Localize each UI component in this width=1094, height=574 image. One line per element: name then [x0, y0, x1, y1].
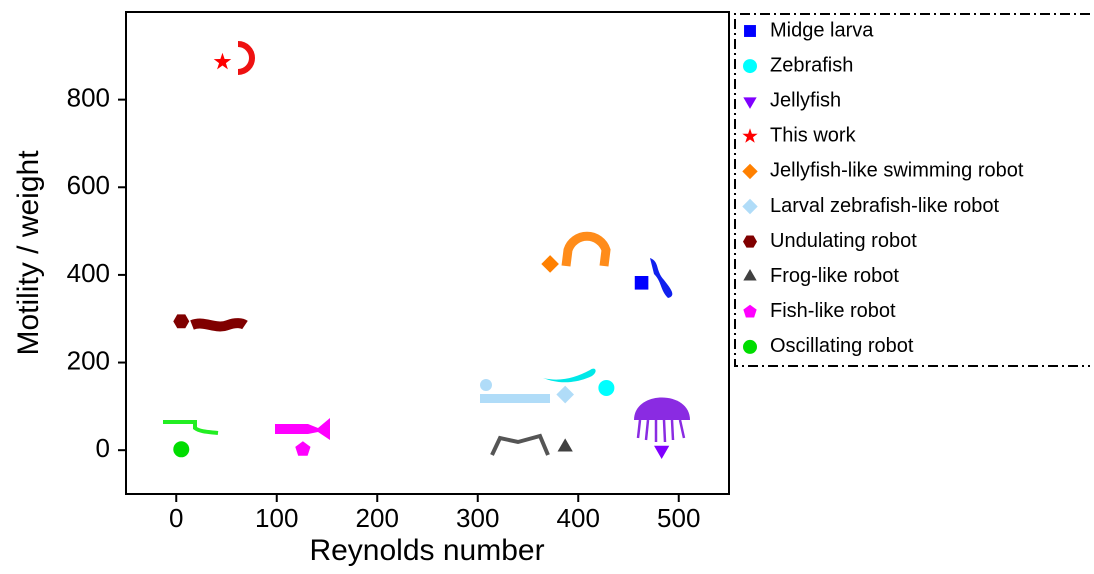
legend-swatch: [743, 269, 756, 281]
icon: [566, 236, 606, 266]
icon: [543, 369, 596, 383]
legend-label: Jellyfish-like swimming robot: [770, 160, 1024, 182]
legend-label: This work: [770, 125, 857, 147]
point: [173, 314, 189, 328]
icon: [480, 394, 550, 403]
x-tick-label: 400: [557, 503, 600, 533]
icon: [238, 44, 252, 72]
icon: [163, 422, 218, 433]
point: [295, 441, 310, 455]
y-tick-label: 400: [67, 258, 110, 288]
point: [541, 255, 559, 273]
point: [635, 276, 649, 290]
y-tick-label: 200: [67, 345, 110, 375]
chart: Reynolds number Motility / weight Midge …: [0, 0, 1094, 574]
legend: Midge larva Zebrafish Jellyfish This work Je…: [735, 14, 1090, 366]
x-tick-label: 200: [356, 503, 399, 533]
icon: [638, 420, 684, 442]
legend-swatch: [743, 59, 757, 73]
point: [598, 380, 614, 396]
legend-swatch: [742, 199, 757, 214]
x-axis-title: Reynolds number: [309, 534, 544, 567]
x-tick-label: 0: [169, 503, 183, 533]
legend-label: Jellyfish: [770, 89, 841, 111]
y-tick-label: 0: [96, 433, 110, 463]
y-tick-label: 800: [67, 83, 110, 113]
legend-label: Fish-like robot: [770, 300, 896, 322]
icon: [634, 398, 690, 421]
legend-swatch: [743, 340, 757, 354]
legend-swatch: [742, 164, 757, 179]
plot-frame: [126, 12, 729, 494]
icon: [650, 258, 672, 298]
icon: [480, 379, 492, 391]
legend-swatch: [743, 236, 757, 248]
point: [654, 446, 669, 459]
legend-swatch: [743, 305, 756, 318]
x-tick-label: 500: [657, 503, 700, 533]
legend-label: Larval zebrafish-like robot: [770, 195, 999, 217]
point: [558, 438, 573, 451]
legend-swatch: [743, 97, 756, 109]
icon: [192, 323, 245, 326]
legend-swatch: [742, 128, 757, 143]
icon: [492, 436, 548, 455]
point: [173, 441, 189, 457]
legend-label: Frog-like robot: [770, 265, 899, 287]
x-tick-label: 300: [456, 503, 499, 533]
legend-label: Undulating robot: [770, 230, 917, 252]
x-tick-label: 100: [255, 503, 298, 533]
y-tick-label: 600: [67, 170, 110, 200]
legend-label: Oscillating robot: [770, 335, 914, 357]
legend-label: Zebrafish: [770, 54, 853, 76]
point: [214, 53, 232, 70]
y-axis-title: Motility / weight: [12, 150, 45, 356]
point: [556, 386, 574, 404]
legend-swatch: [744, 25, 756, 37]
icon: [275, 418, 330, 440]
legend-label: Midge larva: [770, 19, 874, 41]
